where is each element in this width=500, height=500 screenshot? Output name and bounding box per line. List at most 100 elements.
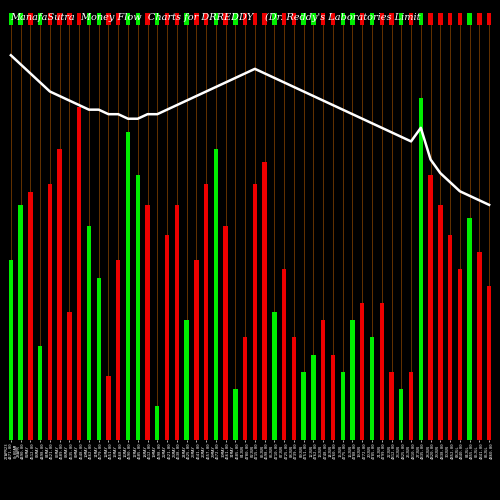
Bar — [204, 184, 208, 440]
Bar — [86, 12, 91, 26]
Bar — [252, 184, 257, 440]
Bar — [458, 12, 462, 26]
Bar — [233, 12, 237, 26]
Bar — [448, 12, 452, 26]
Bar — [380, 303, 384, 440]
Bar — [390, 372, 394, 440]
Bar — [174, 205, 179, 440]
Bar — [418, 98, 423, 440]
Bar — [409, 12, 414, 26]
Bar — [262, 12, 267, 26]
Bar — [86, 226, 91, 440]
Bar — [390, 12, 394, 26]
Bar — [204, 12, 208, 26]
Bar — [126, 132, 130, 440]
Bar — [448, 235, 452, 440]
Bar — [48, 184, 52, 440]
Bar — [311, 12, 316, 26]
Bar — [350, 320, 354, 440]
Bar — [77, 12, 82, 26]
Bar — [28, 12, 32, 26]
Bar — [428, 175, 433, 440]
Bar — [165, 235, 169, 440]
Bar — [18, 12, 23, 26]
Bar — [155, 406, 160, 440]
Bar — [136, 12, 140, 26]
Bar — [77, 106, 82, 440]
Bar — [428, 12, 433, 26]
Bar — [224, 226, 228, 440]
Bar — [380, 12, 384, 26]
Bar — [252, 12, 257, 26]
Bar — [302, 12, 306, 26]
Bar — [282, 12, 286, 26]
Bar — [96, 278, 101, 440]
Bar — [38, 12, 42, 26]
Bar — [224, 12, 228, 26]
Bar — [302, 372, 306, 440]
Bar — [136, 175, 140, 440]
Bar — [418, 12, 423, 26]
Bar — [58, 150, 62, 440]
Bar — [360, 303, 364, 440]
Bar — [331, 12, 335, 26]
Bar — [194, 260, 198, 440]
Bar — [262, 162, 267, 440]
Bar — [487, 286, 492, 440]
Bar — [155, 12, 160, 26]
Bar — [8, 12, 13, 26]
Bar — [360, 12, 364, 26]
Bar — [292, 338, 296, 440]
Bar — [438, 205, 442, 440]
Bar — [146, 205, 150, 440]
Bar — [399, 12, 404, 26]
Bar — [321, 320, 326, 440]
Bar — [438, 12, 442, 26]
Bar — [96, 12, 101, 26]
Bar — [468, 12, 472, 26]
Bar — [340, 372, 345, 440]
Bar — [321, 12, 326, 26]
Bar — [243, 12, 248, 26]
Bar — [194, 12, 198, 26]
Bar — [146, 12, 150, 26]
Bar — [477, 12, 482, 26]
Bar — [214, 150, 218, 440]
Text: ManafaSutra  Money Flow  Charts for DRREDDY: ManafaSutra Money Flow Charts for DRREDD… — [10, 12, 254, 22]
Bar — [106, 376, 110, 440]
Bar — [214, 12, 218, 26]
Bar — [370, 12, 374, 26]
Bar — [67, 312, 71, 440]
Bar — [38, 346, 42, 440]
Bar — [331, 354, 335, 440]
Bar — [174, 12, 179, 26]
Bar — [28, 192, 32, 440]
Bar — [409, 372, 414, 440]
Bar — [272, 312, 276, 440]
Bar — [233, 388, 237, 440]
Bar — [340, 12, 345, 26]
Bar — [477, 252, 482, 440]
Bar — [116, 12, 120, 26]
Bar — [399, 388, 404, 440]
Bar — [184, 320, 188, 440]
Bar — [311, 354, 316, 440]
Bar — [67, 12, 71, 26]
Bar — [48, 12, 52, 26]
Bar — [458, 269, 462, 440]
Bar — [272, 12, 276, 26]
Bar — [282, 269, 286, 440]
Bar — [106, 12, 110, 26]
Bar — [487, 12, 492, 26]
Bar — [350, 12, 354, 26]
Bar — [292, 12, 296, 26]
Bar — [184, 12, 188, 26]
Bar — [8, 260, 13, 440]
Bar — [370, 338, 374, 440]
Bar — [116, 260, 120, 440]
Bar — [18, 205, 23, 440]
Text: (Dr. Reddy's Laboratories Limit: (Dr. Reddy's Laboratories Limit — [265, 12, 420, 22]
Bar — [126, 12, 130, 26]
Bar — [243, 338, 248, 440]
Bar — [468, 218, 472, 440]
